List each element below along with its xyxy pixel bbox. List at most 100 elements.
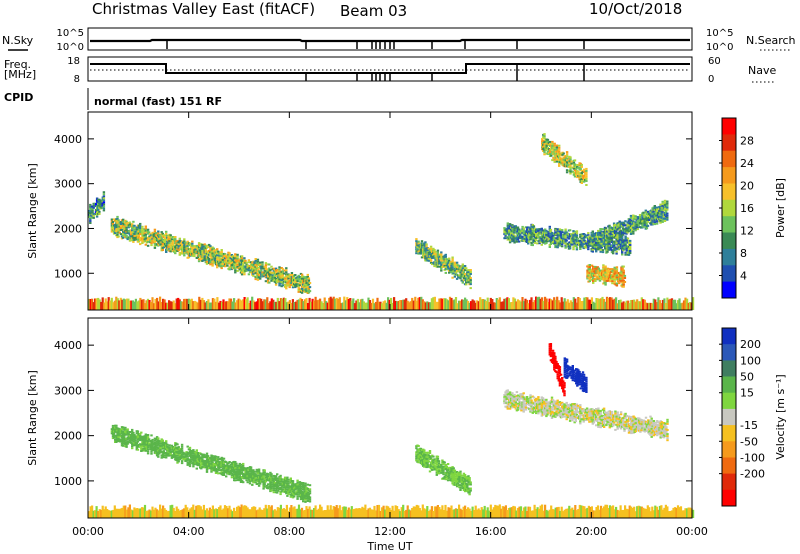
echo-cell	[300, 291, 304, 294]
ground-scatter-cell	[358, 508, 361, 518]
echo-cell	[591, 248, 594, 251]
echo-cell	[555, 156, 559, 159]
ground-scatter-cell	[627, 300, 630, 310]
ground-scatter-cell	[542, 510, 545, 518]
echo-cell	[629, 239, 632, 242]
echo-cell	[559, 157, 562, 159]
echo-cell	[572, 246, 575, 249]
echo-cell	[191, 242, 194, 245]
echo-cell	[622, 283, 625, 286]
echo-cell	[189, 450, 193, 453]
echo-cell	[211, 465, 214, 468]
ground-scatter-cell	[377, 301, 381, 310]
echo-cell	[629, 252, 632, 254]
echo-cell	[286, 280, 289, 283]
ground-scatter-cell	[494, 302, 497, 310]
echo-cell	[425, 245, 428, 248]
echo-cell	[252, 272, 255, 275]
echo-cell	[236, 265, 239, 268]
echo-cell	[533, 227, 537, 230]
echo-cell	[228, 266, 231, 269]
echo-cell	[276, 477, 279, 480]
ground-scatter-cell	[220, 301, 224, 310]
echo-cell	[577, 166, 580, 169]
echo-cell	[158, 442, 161, 445]
echo-cell	[172, 453, 176, 456]
echo-cell	[266, 279, 270, 282]
echo-cell	[157, 447, 160, 450]
ground-scatter-cell	[165, 509, 168, 518]
echo-cell	[141, 242, 144, 244]
echo-cell	[461, 265, 464, 268]
echo-cell	[597, 229, 600, 232]
echo-cell	[550, 148, 553, 151]
ground-scatter-cell	[648, 507, 651, 518]
echo-cell	[415, 252, 418, 255]
ground-scatter-cell	[162, 298, 165, 310]
echo-cell	[274, 283, 278, 286]
echo-cell	[616, 280, 620, 283]
ground-scatter-cell	[682, 510, 686, 518]
echo-cell	[124, 223, 127, 226]
ground-scatter-cell	[154, 298, 157, 310]
echo-cell	[236, 255, 239, 258]
echo-cell	[124, 432, 127, 435]
ground-scatter-cell	[97, 511, 100, 518]
ground-scatter-cell	[628, 303, 631, 310]
echo-cell	[140, 431, 143, 434]
echo-cell	[141, 445, 144, 448]
echo-cell	[216, 254, 219, 257]
echo-cell	[641, 216, 644, 219]
ground-scatter-cell	[624, 505, 627, 518]
ground-scatter-cell	[137, 508, 140, 518]
ground-scatter-cell	[488, 302, 491, 310]
echo-cell	[165, 230, 168, 233]
echo-cell	[621, 275, 624, 278]
ground-scatter-cell	[323, 510, 326, 518]
echo-cell	[252, 481, 255, 484]
echo-cell	[604, 229, 608, 232]
echo-cell	[280, 281, 283, 284]
echo-cell	[189, 245, 193, 248]
echo-cell	[191, 246, 194, 249]
echo-cell	[531, 238, 534, 241]
echo-cell	[139, 243, 142, 246]
echo-cell	[131, 223, 134, 226]
ground-scatter-cell	[592, 510, 595, 518]
echo-cell	[144, 233, 147, 236]
echo-cell	[469, 279, 472, 282]
echo-cell	[587, 276, 590, 279]
ground-scatter-cell	[519, 506, 523, 518]
ground-scatter-cell	[270, 298, 273, 310]
ground-scatter-cell	[545, 509, 548, 518]
echo-cell	[169, 234, 172, 237]
echo-cell	[132, 431, 135, 434]
echo-cell	[172, 246, 176, 249]
echo-cell	[124, 439, 127, 441]
echo-cell	[565, 245, 568, 248]
echo-cell	[112, 218, 116, 221]
echo-cell	[155, 454, 159, 457]
echo-cell	[129, 441, 133, 444]
ground-scatter-cell	[204, 510, 207, 518]
ground-scatter-cell	[482, 509, 485, 518]
echo-cell	[663, 220, 667, 222]
ground-scatter-cell	[612, 505, 615, 518]
ground-scatter-cell	[371, 509, 375, 518]
echo-cell	[256, 278, 260, 281]
echo-cell	[457, 264, 460, 267]
ground-scatter-cell	[284, 298, 287, 310]
ground-scatter-cell	[560, 297, 563, 310]
echo-cell	[615, 268, 619, 271]
echo-cell	[119, 233, 123, 236]
echo-cell	[157, 232, 160, 235]
echo-cell	[225, 254, 228, 257]
ground-scatter-cell	[462, 299, 465, 310]
ground-scatter-cell	[101, 505, 104, 518]
echo-cell	[122, 426, 125, 429]
ground-scatter-cell	[119, 508, 122, 518]
ground-scatter-cell	[480, 507, 483, 518]
ground-scatter-cell	[498, 297, 501, 310]
ground-scatter-cell	[219, 300, 222, 310]
ground-scatter-cell	[94, 510, 97, 518]
